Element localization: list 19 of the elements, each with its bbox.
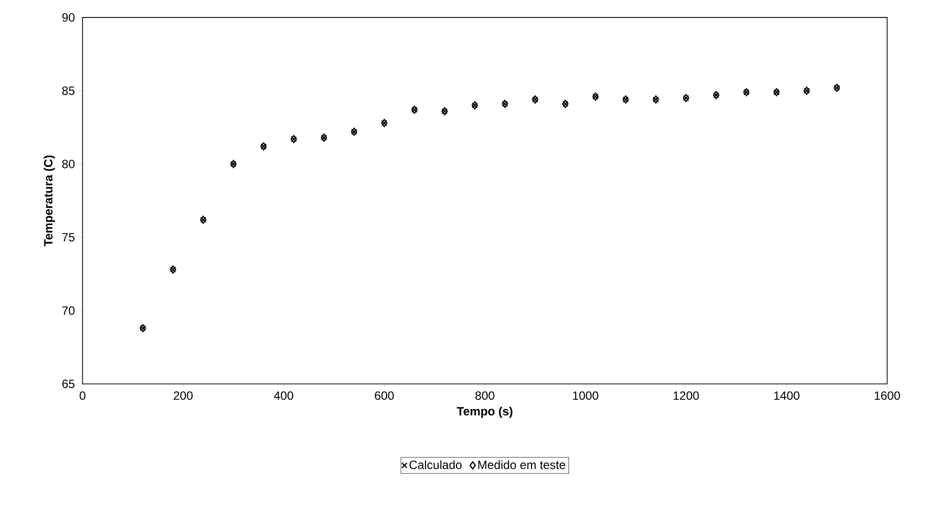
y-tick-label: 65 [62, 379, 75, 388]
y-tick-label: 90 [62, 12, 75, 22]
x-tick-label: 200 [174, 391, 193, 400]
legend-label: Medido em teste [478, 460, 566, 469]
x-tick-label: 400 [274, 391, 294, 400]
y-tick-label: 85 [62, 86, 75, 95]
x-tick-label: 600 [374, 391, 394, 400]
x-tick-label: 1000 [573, 391, 598, 400]
x-tick-label: 1600 [874, 391, 900, 400]
x-axis-title: Tempo (s) [456, 406, 512, 418]
legend-label: Calculado [410, 460, 462, 469]
x-tick-label: 800 [475, 391, 494, 400]
y-axis-title: Temperatura (C) [44, 155, 55, 246]
x-tick-label: 1400 [774, 391, 800, 400]
x-tick-label: 0 [80, 391, 86, 400]
y-tick-label: 80 [62, 160, 75, 168]
y-tick-label: 70 [62, 306, 75, 315]
y-tick-label: 75 [62, 232, 75, 242]
x-tick-label: 1200 [674, 391, 699, 400]
